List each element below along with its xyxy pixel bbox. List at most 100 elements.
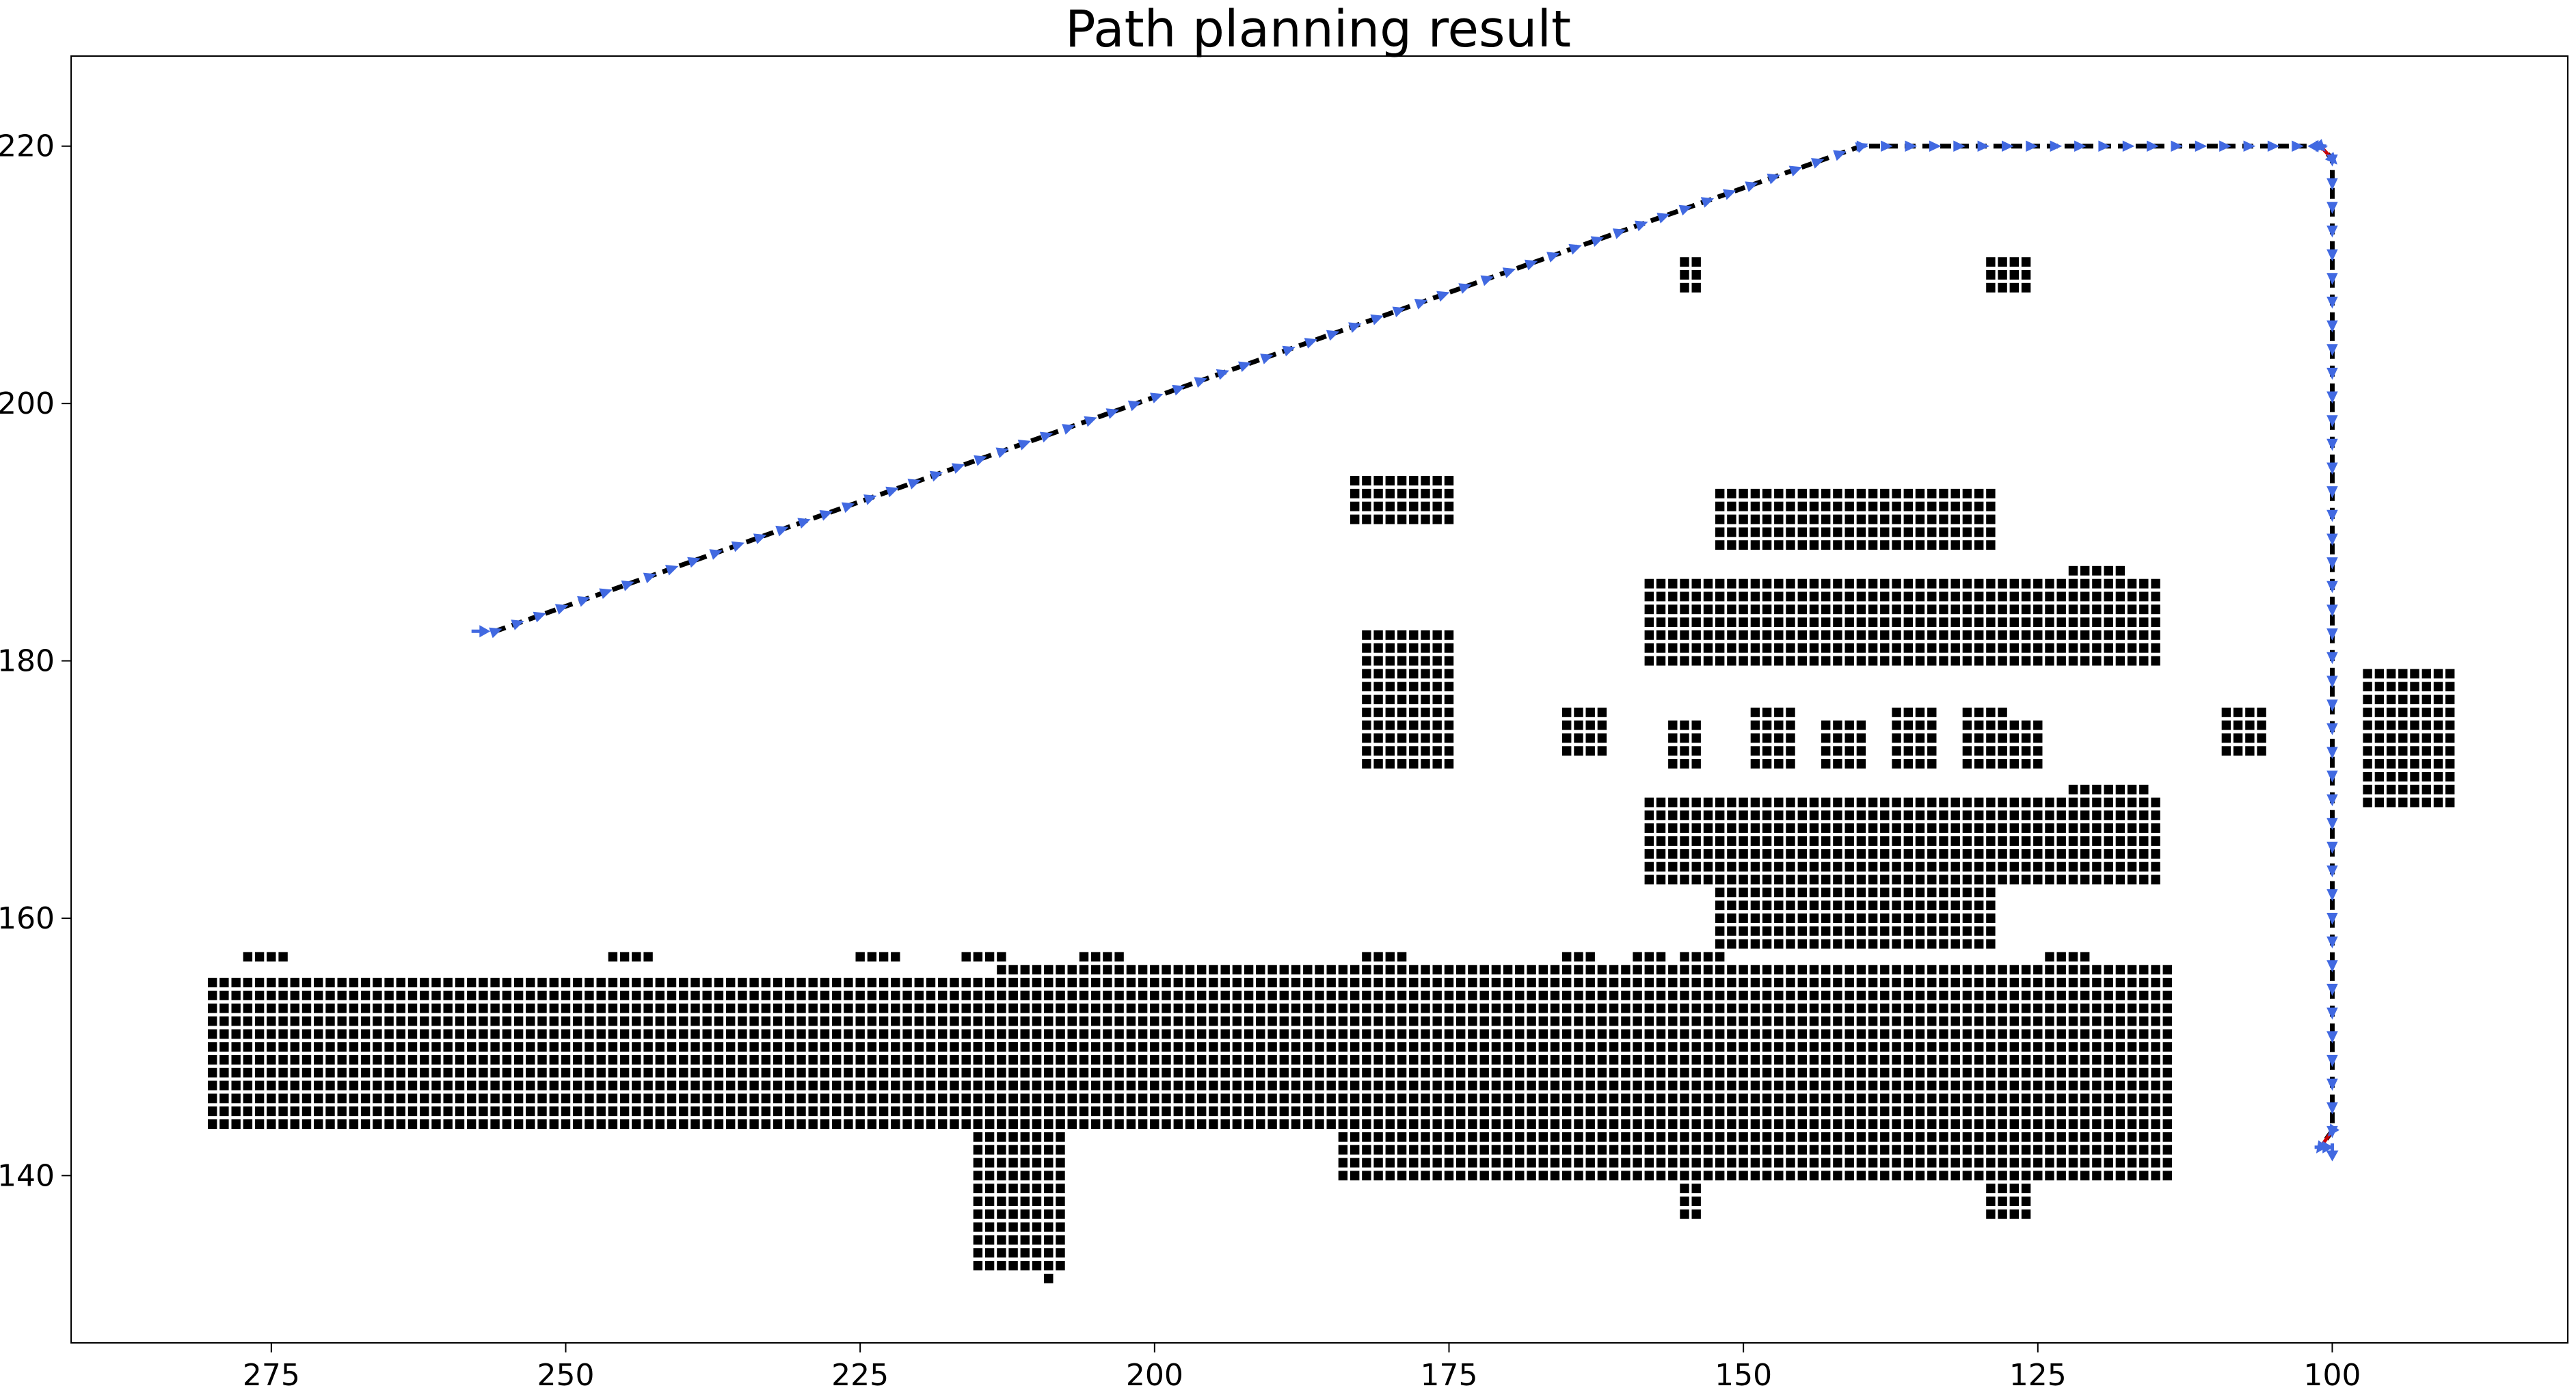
obstacle-point xyxy=(1750,978,1760,987)
obstacle-point xyxy=(1326,1055,1336,1065)
obstacle-point xyxy=(1373,720,1383,730)
obstacle-point xyxy=(1939,488,1948,498)
obstacle-point xyxy=(1468,1055,1477,1065)
obstacle-point xyxy=(2092,643,2102,653)
obstacle-point xyxy=(1856,1042,1866,1052)
path-marker xyxy=(1612,228,1626,239)
obstacle-point xyxy=(867,1080,877,1091)
obstacle-point xyxy=(1962,643,1972,653)
obstacle-point xyxy=(808,1016,818,1026)
obstacle-point xyxy=(1421,1080,1430,1091)
obstacle-point xyxy=(1739,939,1748,949)
obstacle-point xyxy=(1927,1119,1937,1129)
obstacle-point xyxy=(1774,965,1784,975)
obstacle-point xyxy=(325,1106,335,1117)
obstacle-point xyxy=(1797,1145,1807,1155)
obstacle-point xyxy=(726,1067,736,1078)
obstacle-point xyxy=(1562,978,1572,987)
obstacle-point xyxy=(1150,1067,1159,1078)
obstacle-point xyxy=(1621,1119,1631,1129)
obstacle-point xyxy=(1939,810,1948,820)
obstacle-point xyxy=(1762,707,1772,717)
obstacle-point xyxy=(1267,1106,1277,1117)
obstacle-point xyxy=(1656,1093,1666,1104)
obstacle-point xyxy=(2386,669,2396,679)
obstacle-point xyxy=(2068,591,2078,602)
path-marker xyxy=(2326,344,2338,356)
obstacle-point xyxy=(2092,630,2102,640)
obstacle-point xyxy=(502,1003,512,1013)
obstacle-point xyxy=(1986,978,1996,987)
obstacle-point xyxy=(2092,797,2102,808)
obstacle-point xyxy=(1138,1055,1148,1065)
obstacle-point xyxy=(502,978,512,987)
obstacle-point xyxy=(1032,1067,1042,1078)
obstacle-point xyxy=(738,1080,747,1091)
obstacle-point xyxy=(1974,913,1984,923)
obstacle-point xyxy=(1903,630,1913,640)
obstacle-point xyxy=(596,990,606,1000)
obstacle-point xyxy=(1833,643,1842,653)
obstacle-point xyxy=(2021,1106,2031,1117)
obstacle-point xyxy=(1786,617,1795,627)
obstacle-point xyxy=(1656,1003,1666,1013)
obstacle-point xyxy=(1621,1067,1631,1078)
obstacle-point xyxy=(2233,720,2243,730)
obstacle-point xyxy=(1856,746,1866,756)
obstacle-point xyxy=(1856,617,1866,627)
obstacle-point xyxy=(2056,643,2066,653)
obstacle-point xyxy=(2021,604,2031,615)
obstacle-point xyxy=(1786,913,1795,923)
obstacle-point xyxy=(1538,1003,1548,1013)
obstacle-point xyxy=(1974,1093,1984,1104)
obstacle-point xyxy=(1244,1067,1254,1078)
obstacle-point xyxy=(667,1029,677,1039)
obstacle-point xyxy=(914,1055,924,1065)
path-marker xyxy=(1767,173,1780,185)
obstacle-point xyxy=(1903,913,1913,923)
obstacle-point xyxy=(1774,656,1784,666)
obstacle-point xyxy=(2127,643,2137,653)
obstacle-point xyxy=(1844,527,1854,537)
obstacle-point xyxy=(1209,1029,1218,1039)
obstacle-point xyxy=(1621,978,1631,987)
obstacle-point xyxy=(1044,1055,1054,1065)
obstacle-point xyxy=(1056,1261,1065,1270)
obstacle-point xyxy=(1574,1093,1583,1104)
obstacle-point xyxy=(1750,965,1760,975)
obstacle-point xyxy=(1668,643,1678,653)
obstacle-point xyxy=(1986,720,1996,730)
obstacle-point xyxy=(1279,978,1289,987)
obstacle-point xyxy=(938,1093,948,1104)
obstacle-block xyxy=(1986,257,2031,293)
obstacle-point xyxy=(632,1029,641,1039)
obstacle-point xyxy=(2033,1029,2043,1039)
obstacle-point xyxy=(1880,900,1890,911)
obstacle-point xyxy=(1444,1093,1454,1104)
obstacle-point xyxy=(1020,1209,1030,1219)
obstacle-point xyxy=(1797,604,1807,615)
obstacle-point xyxy=(1833,1145,1842,1155)
obstacle-point xyxy=(2363,759,2372,769)
obstacle-point xyxy=(1032,1209,1042,1219)
obstacle-point xyxy=(1998,257,2007,267)
obstacle-point xyxy=(973,1248,983,1258)
obstacle-point xyxy=(2151,1171,2160,1181)
obstacle-point xyxy=(2445,707,2455,717)
obstacle-point xyxy=(761,1029,770,1039)
obstacle-point xyxy=(1668,591,1678,602)
obstacle-point xyxy=(738,1067,747,1078)
obstacle-point xyxy=(360,1067,371,1078)
obstacle-point xyxy=(1903,978,1913,987)
obstacle-point xyxy=(1056,1132,1065,1142)
path-marker xyxy=(2326,509,2338,522)
obstacle-point xyxy=(1008,1261,1018,1270)
obstacle-point xyxy=(1173,1042,1183,1052)
obstacle-point xyxy=(2045,604,2054,615)
obstacle-point xyxy=(926,978,936,987)
obstacle-point xyxy=(1750,1106,1760,1117)
obstacle-point xyxy=(714,1119,724,1129)
obstacle-point xyxy=(1821,1055,1831,1065)
obstacle-point xyxy=(2139,617,2149,627)
obstacle-point xyxy=(961,1067,971,1078)
